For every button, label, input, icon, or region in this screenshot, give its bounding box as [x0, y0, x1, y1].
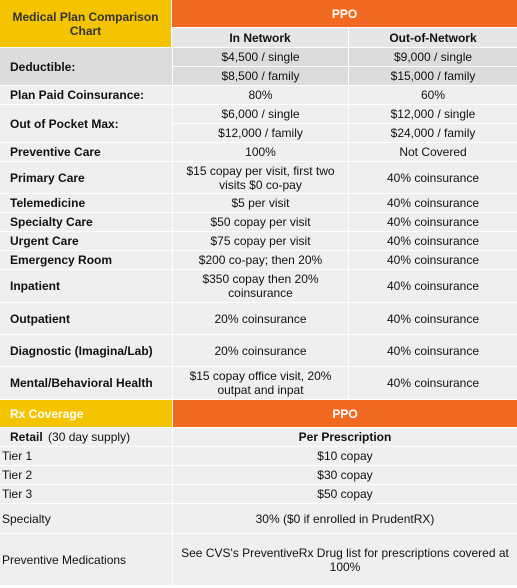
rx-row-label: Tier 1 — [0, 447, 172, 465]
out-network-single: $12,000 / single — [349, 105, 517, 123]
table-row: Urgent Care $75 copay per visit 40% coin… — [0, 232, 517, 251]
out-network-value: 40% coinsurance — [348, 367, 517, 399]
network-header-row: In Network Out-of-Network — [172, 27, 517, 47]
out-network-single: $9,000 / single — [349, 48, 517, 66]
table-row: Preventive Care 100% Not Covered — [0, 143, 517, 162]
out-network-value: 40% coinsurance — [348, 162, 517, 193]
retail-label: Retail (30 day supply) — [0, 428, 172, 446]
out-network-value: Not Covered — [348, 143, 517, 161]
rx-row: Preventive Medications See CVS's Prevent… — [0, 534, 517, 586]
in-network-value: 80% — [172, 86, 348, 104]
row-label: Diagnostic (Imagina/Lab) — [0, 335, 172, 366]
out-network-value: 60% — [348, 86, 517, 104]
rx-row: Specialty 30% ($0 if enrolled in Prudent… — [0, 504, 517, 534]
out-network-value: 40% coinsurance — [348, 251, 517, 269]
row-label: Primary Care — [0, 162, 172, 193]
rx-row-label: Preventive Medications — [0, 534, 172, 585]
table-row: Out of Pocket Max: $6,000 / single $12,0… — [0, 105, 517, 143]
table-row: Outpatient 20% coinsurance 40% coinsuran… — [0, 303, 517, 335]
rx-row-label: Tier 3 — [0, 485, 172, 503]
table-row: Specialty Care $50 copay per visit 40% c… — [0, 213, 517, 232]
out-network-value: 40% coinsurance — [348, 303, 517, 334]
in-network-header: In Network — [172, 28, 348, 47]
rx-row-value: See CVS's PreventiveRx Drug list for pre… — [172, 534, 517, 585]
rx-row-label: Specialty — [0, 504, 172, 533]
row-label: Preventive Care — [0, 143, 172, 161]
rx-row-value: $10 copay — [172, 447, 517, 465]
retail-note: (30 day supply) — [44, 430, 131, 444]
in-network-value: $350 copay then 20% coinsurance — [172, 270, 348, 302]
table-row: Mental/Behavioral Health $15 copay offic… — [0, 367, 517, 400]
row-label: Mental/Behavioral Health — [0, 367, 172, 399]
rx-header: Rx Coverage PPO — [0, 400, 517, 428]
row-label: Specialty Care — [0, 213, 172, 231]
in-network-value: $5 per visit — [172, 194, 348, 212]
in-network-value: $75 copay per visit — [172, 232, 348, 250]
rx-subheader-row: Retail (30 day supply) Per Prescription — [0, 428, 517, 447]
out-network-family: $15,000 / family — [349, 66, 517, 85]
in-network-value: $6,000 / single $12,000 / family — [172, 105, 348, 142]
in-network-value: 20% coinsurance — [172, 335, 348, 366]
retail-label-text: Retail — [10, 430, 43, 444]
in-network-family: $12,000 / family — [173, 123, 348, 142]
rx-row-label: Tier 2 — [0, 466, 172, 484]
out-network-family: $24,000 / family — [349, 123, 517, 142]
in-network-family: $8,500 / family — [173, 66, 348, 85]
out-network-header: Out-of-Network — [348, 28, 517, 47]
rx-row-value: 30% ($0 if enrolled in PrudentRX) — [172, 504, 517, 533]
rx-title: Rx Coverage — [0, 400, 172, 427]
rx-row: Tier 3 $50 copay — [0, 485, 517, 504]
rx-plan-name-header: PPO — [172, 400, 517, 427]
row-label: Urgent Care — [0, 232, 172, 250]
in-network-value: $15 copay per visit, first two visits $0… — [172, 162, 348, 193]
out-network-value: 40% coinsurance — [348, 232, 517, 250]
table-row: Diagnostic (Imagina/Lab) 20% coinsurance… — [0, 335, 517, 367]
plan-name-header: PPO — [172, 0, 517, 28]
in-network-value: $200 co-pay; then 20% — [172, 251, 348, 269]
row-label: Deductible: — [0, 48, 172, 85]
out-network-value: 40% coinsurance — [348, 194, 517, 212]
table-row: Emergency Room $200 co-pay; then 20% 40%… — [0, 251, 517, 270]
in-network-single: $6,000 / single — [173, 105, 348, 123]
in-network-value: 20% coinsurance — [172, 303, 348, 334]
row-label: Emergency Room — [0, 251, 172, 269]
plan-header-group: PPO In Network Out-of-Network — [171, 0, 517, 47]
table-row: Inpatient $350 copay then 20% coinsuranc… — [0, 270, 517, 303]
out-network-value: $12,000 / single $24,000 / family — [348, 105, 517, 142]
rx-row: Tier 1 $10 copay — [0, 447, 517, 466]
row-label: Telemedicine — [0, 194, 172, 212]
table-row: Primary Care $15 copay per visit, first … — [0, 162, 517, 194]
in-network-value: $4,500 / single $8,500 / family — [172, 48, 348, 85]
row-label: Out of Pocket Max: — [0, 105, 172, 142]
rx-row: Tier 2 $30 copay — [0, 466, 517, 485]
in-network-single: $4,500 / single — [173, 48, 348, 66]
table-row: Telemedicine $5 per visit 40% coinsuranc… — [0, 194, 517, 213]
in-network-value: 100% — [172, 143, 348, 161]
in-network-value: $15 copay office visit, 20% outpat and i… — [172, 367, 348, 399]
table-header: Medical Plan Comparison Chart PPO In Net… — [0, 0, 517, 48]
row-label: Inpatient — [0, 270, 172, 302]
table-row: Plan Paid Coinsurance: 80% 60% — [0, 86, 517, 105]
table-title: Medical Plan Comparison Chart — [0, 0, 171, 47]
in-network-value: $50 copay per visit — [172, 213, 348, 231]
table-row: Deductible: $4,500 / single $8,500 / fam… — [0, 48, 517, 86]
rx-row-value: $30 copay — [172, 466, 517, 484]
rx-row-value: $50 copay — [172, 485, 517, 503]
out-network-value: $9,000 / single $15,000 / family — [348, 48, 517, 85]
out-network-value: 40% coinsurance — [348, 335, 517, 366]
row-label: Outpatient — [0, 303, 172, 334]
out-network-value: 40% coinsurance — [348, 213, 517, 231]
row-label: Plan Paid Coinsurance: — [0, 86, 172, 104]
out-network-value: 40% coinsurance — [348, 270, 517, 302]
per-prescription-header: Per Prescription — [172, 428, 517, 446]
